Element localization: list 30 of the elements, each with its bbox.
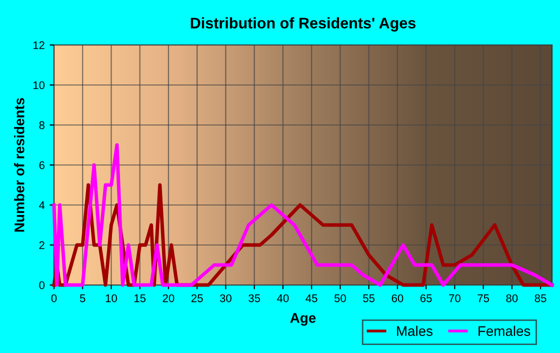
y-axis-title: Number of residents bbox=[14, 98, 24, 232]
x-tick-label: 30 bbox=[220, 294, 232, 302]
x-tick-label: 75 bbox=[478, 294, 490, 302]
y-tick-label: 0 bbox=[39, 281, 45, 290]
y-tick-label: 2 bbox=[39, 241, 44, 250]
y-tick-label: 10 bbox=[33, 81, 45, 90]
y-tick-label: 8 bbox=[39, 121, 44, 130]
x-tick-label: 80 bbox=[506, 294, 518, 302]
x-tick-label: 10 bbox=[106, 294, 117, 302]
legend-label: Females bbox=[478, 326, 530, 336]
x-tick-label: 35 bbox=[248, 294, 260, 302]
x-axis-title: Age bbox=[290, 313, 316, 326]
legend-label: Males bbox=[397, 326, 433, 336]
x-tick-label: 20 bbox=[162, 294, 174, 302]
x-tick-label: 25 bbox=[191, 294, 203, 302]
x-tick-label: 50 bbox=[334, 294, 346, 302]
x-tick-label: 15 bbox=[134, 294, 146, 302]
x-tick-label: 85 bbox=[534, 294, 546, 302]
x-tick-label: 45 bbox=[306, 294, 318, 302]
y-tick-label: 6 bbox=[39, 161, 44, 170]
x-tick-label: 60 bbox=[392, 294, 404, 302]
x-tick-label: 55 bbox=[363, 294, 375, 302]
x-tick-label: 5 bbox=[80, 294, 86, 302]
y-tick-label: 4 bbox=[39, 201, 45, 210]
x-tick-label: 65 bbox=[420, 294, 432, 302]
y-tick-label: 12 bbox=[33, 41, 44, 50]
x-tick-label: 0 bbox=[51, 294, 57, 302]
x-tick-label: 70 bbox=[449, 294, 460, 302]
x-tick-label: 40 bbox=[277, 294, 289, 302]
chart-title: Distribution of Residents' Ages bbox=[190, 17, 416, 32]
